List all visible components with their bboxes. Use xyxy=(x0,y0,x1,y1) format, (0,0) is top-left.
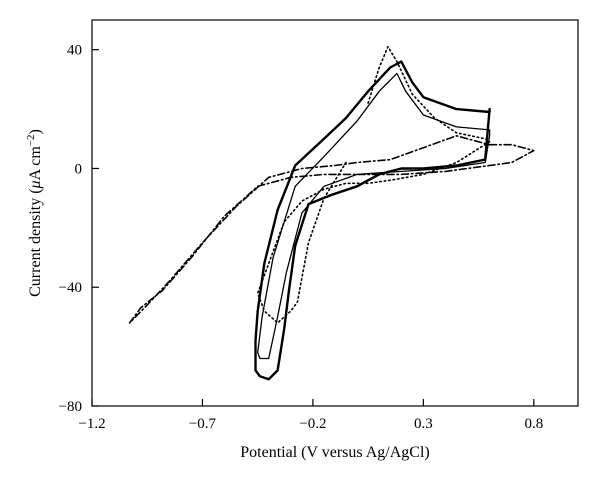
y-axis-title-pre: Current density ( xyxy=(27,188,44,296)
y-axis-title: Current density (μA cm−2) xyxy=(25,129,44,297)
axis-ticks: −1.2 −0.7 −0.2 0.3 0.8 40 0 −40 −80 xyxy=(59,43,544,432)
series-line-dash-dot xyxy=(128,135,535,324)
data-series xyxy=(128,45,535,381)
x-tick-label: −0.7 xyxy=(189,416,217,432)
x-tick-label: 0.8 xyxy=(524,416,543,432)
y-tick-label: 0 xyxy=(75,161,83,177)
y-tick-label: −80 xyxy=(59,399,82,415)
y-axis-title-mid: A cm xyxy=(27,146,44,181)
series-line-thick-solid xyxy=(254,60,491,381)
x-tick-label: −0.2 xyxy=(299,416,326,432)
series-line-thin-solid xyxy=(257,72,491,360)
y-axis-title-mu: μ xyxy=(27,180,44,189)
y-axis-title-post: ) xyxy=(27,129,44,134)
x-tick-label: 0.3 xyxy=(414,416,433,432)
x-axis-title: Potential (V versus Ag/AgCl) xyxy=(240,444,429,461)
y-tick-label: 40 xyxy=(67,43,82,59)
x-tick-label: −1.2 xyxy=(78,416,105,432)
y-tick-label: −40 xyxy=(59,280,82,296)
y-axis-title-sup: −2 xyxy=(25,134,37,146)
plot-frame xyxy=(91,19,579,407)
series-line-dotted xyxy=(256,45,491,324)
